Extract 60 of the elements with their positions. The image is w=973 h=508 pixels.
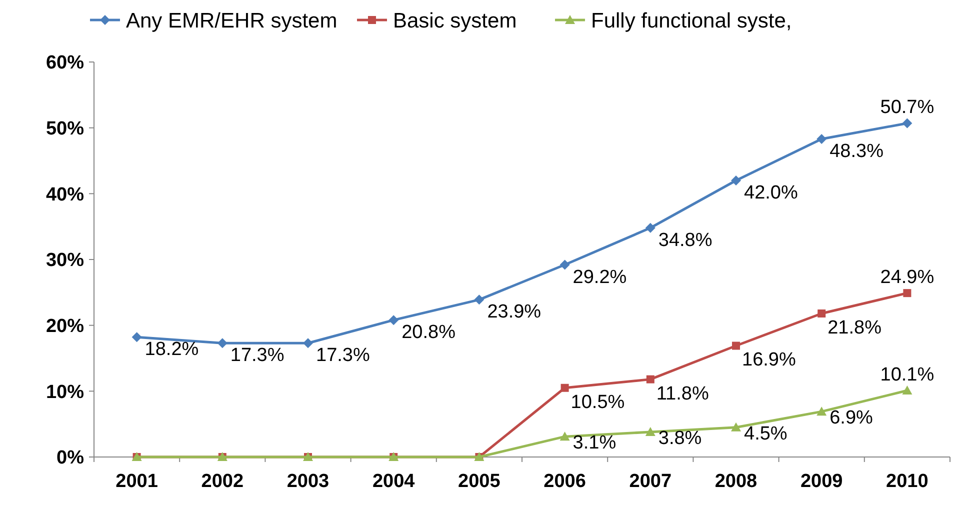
point xyxy=(303,338,313,348)
x-tick-label: 2003 xyxy=(286,471,330,492)
data-label: 20.8% xyxy=(402,322,456,344)
data-label: 50.7% xyxy=(880,97,934,118)
y-tick-label: 50% xyxy=(46,118,84,140)
data-label: 10.1% xyxy=(880,364,934,386)
data-label: 42.0% xyxy=(744,182,798,204)
y-tick-label: 30% xyxy=(46,250,84,272)
data-label: 18.2% xyxy=(144,339,199,360)
point xyxy=(217,338,228,348)
y-tick-label: 20% xyxy=(46,316,84,337)
point xyxy=(646,375,654,384)
point xyxy=(731,422,741,432)
point xyxy=(816,406,827,416)
point xyxy=(388,315,399,326)
x-tick-label: 2007 xyxy=(629,471,672,492)
data-label: 16.9% xyxy=(742,350,796,371)
point xyxy=(474,294,484,305)
data-label: 21.8% xyxy=(828,317,882,338)
x-tick-label: 2004 xyxy=(372,471,416,492)
point xyxy=(902,386,912,395)
x-tick-label: 2005 xyxy=(458,471,501,492)
x-tick-label: 2010 xyxy=(886,471,928,492)
data-label: 23.9% xyxy=(487,302,542,323)
x-tick-label: 2002 xyxy=(201,471,244,492)
legend-label: Basic system xyxy=(393,9,517,32)
y-tick-label: 10% xyxy=(46,382,84,403)
data-label: 11.8% xyxy=(656,383,709,404)
y-tick-label: 60% xyxy=(46,52,84,74)
point xyxy=(560,260,570,270)
data-label: 3.8% xyxy=(658,428,702,449)
data-label: 6.9% xyxy=(830,408,874,429)
data-label: 3.1% xyxy=(572,432,616,454)
point xyxy=(902,118,912,128)
data-label: 4.5% xyxy=(744,423,788,444)
data-label: 17.3% xyxy=(230,345,284,366)
y-tick-label: 0% xyxy=(56,448,84,469)
x-tick-label: 2006 xyxy=(544,471,586,492)
data-label: 48.3% xyxy=(830,141,884,162)
y-tick-label: 40% xyxy=(46,184,84,206)
data-label: 24.9% xyxy=(880,267,934,288)
point xyxy=(645,426,656,436)
data-label: 10.5% xyxy=(570,392,625,413)
legend-label: Any EMR/EHR system xyxy=(126,9,338,32)
x-tick-label: 2009 xyxy=(800,471,843,492)
legend-label: Fully functional syste, xyxy=(591,9,792,32)
data-label: 17.3% xyxy=(316,345,370,366)
point xyxy=(645,222,656,233)
point xyxy=(132,332,142,342)
point xyxy=(903,289,912,298)
point xyxy=(816,134,827,144)
point xyxy=(560,432,570,441)
data-label: 29.2% xyxy=(572,266,627,288)
data-label: 34.8% xyxy=(658,230,712,251)
point xyxy=(560,384,569,392)
point xyxy=(818,309,826,318)
point xyxy=(731,176,741,186)
x-tick-label: 2008 xyxy=(714,471,758,492)
point xyxy=(732,342,740,350)
x-tick-label: 2001 xyxy=(116,471,158,492)
